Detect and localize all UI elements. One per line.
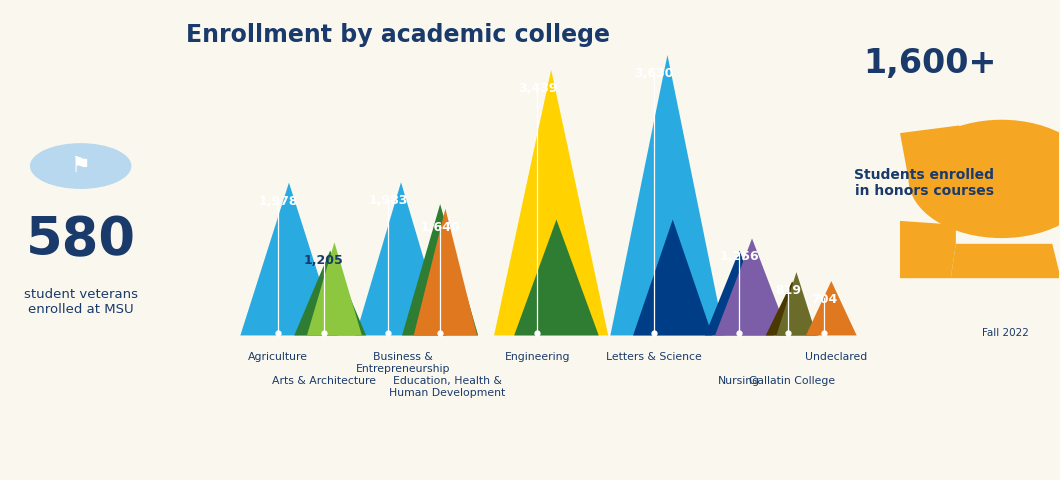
Polygon shape bbox=[951, 244, 1060, 278]
Text: 704: 704 bbox=[811, 293, 837, 306]
Text: Students enrolled
in honors courses: Students enrolled in honors courses bbox=[854, 168, 994, 198]
Text: Letters & Science: Letters & Science bbox=[606, 352, 702, 362]
Text: Engineering: Engineering bbox=[505, 352, 570, 362]
Polygon shape bbox=[494, 70, 608, 336]
Polygon shape bbox=[402, 204, 478, 336]
Text: 1,600+: 1,600+ bbox=[863, 47, 996, 80]
Text: 1,983: 1,983 bbox=[369, 194, 408, 207]
Polygon shape bbox=[716, 239, 789, 336]
Text: Fall 2022: Fall 2022 bbox=[983, 328, 1029, 338]
Polygon shape bbox=[295, 251, 366, 336]
Polygon shape bbox=[806, 281, 856, 336]
Polygon shape bbox=[633, 219, 712, 336]
Polygon shape bbox=[765, 281, 818, 336]
Polygon shape bbox=[776, 272, 816, 336]
Text: Undeclared: Undeclared bbox=[806, 352, 868, 362]
Text: Enrollment by academic college: Enrollment by academic college bbox=[186, 23, 610, 47]
Polygon shape bbox=[514, 219, 599, 336]
Polygon shape bbox=[900, 221, 956, 278]
Text: 3,439: 3,439 bbox=[517, 82, 558, 95]
Text: Nursing: Nursing bbox=[719, 376, 760, 386]
Polygon shape bbox=[900, 125, 968, 179]
Text: 1,640: 1,640 bbox=[421, 221, 460, 234]
Text: 580: 580 bbox=[25, 214, 136, 266]
Polygon shape bbox=[355, 182, 446, 336]
Text: 3,630: 3,630 bbox=[634, 67, 673, 80]
Text: Arts & Architecture: Arts & Architecture bbox=[271, 376, 376, 386]
Ellipse shape bbox=[908, 120, 1060, 238]
Text: 1,256: 1,256 bbox=[720, 251, 759, 264]
Text: ⚑: ⚑ bbox=[71, 156, 91, 176]
Text: student veterans
enrolled at MSU: student veterans enrolled at MSU bbox=[23, 288, 138, 316]
Polygon shape bbox=[307, 242, 361, 336]
Text: 1,205: 1,205 bbox=[304, 254, 343, 267]
Text: Agriculture: Agriculture bbox=[248, 352, 308, 362]
Text: 819: 819 bbox=[775, 284, 801, 297]
Text: 1,978: 1,978 bbox=[259, 194, 298, 207]
Polygon shape bbox=[241, 182, 337, 336]
Polygon shape bbox=[611, 55, 725, 336]
Polygon shape bbox=[413, 209, 477, 336]
Circle shape bbox=[30, 143, 131, 189]
Text: Gallatin College: Gallatin College bbox=[749, 376, 835, 386]
Text: Education, Health &
Human Development: Education, Health & Human Development bbox=[389, 376, 506, 397]
Polygon shape bbox=[705, 251, 774, 336]
Text: Business &
Entrepreneurship: Business & Entrepreneurship bbox=[356, 352, 450, 374]
